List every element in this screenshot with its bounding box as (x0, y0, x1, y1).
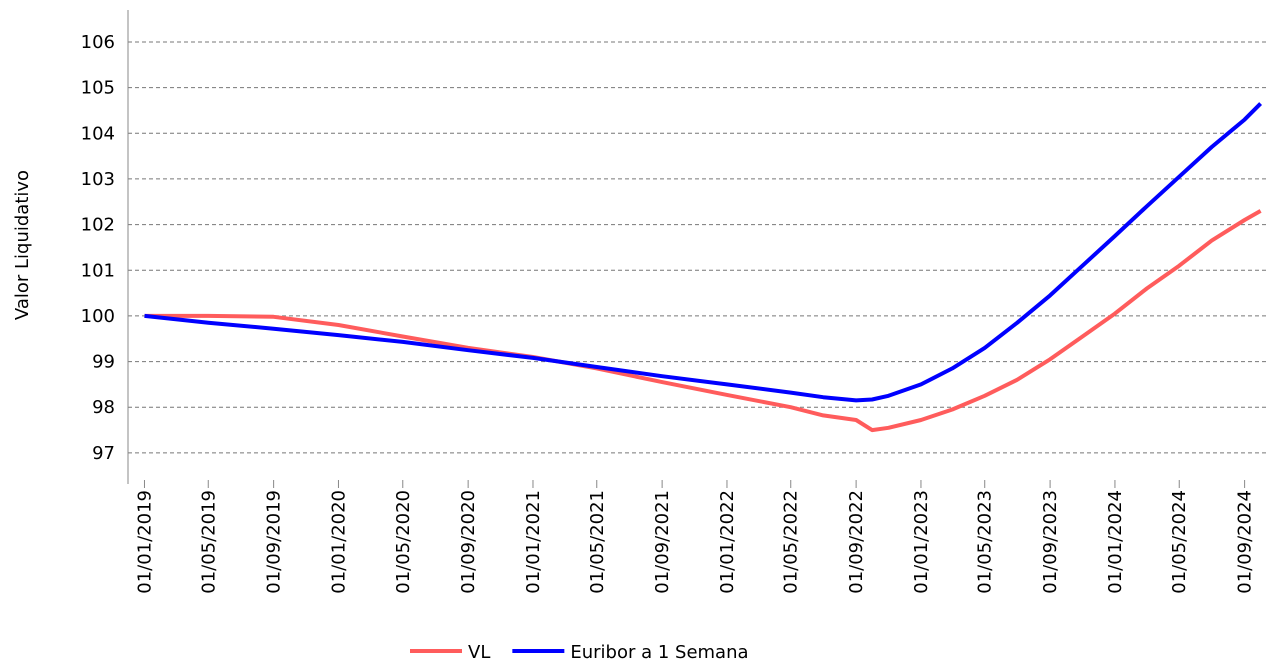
y-tick-label: 103 (81, 169, 115, 190)
x-tick-label: 01/09/2022 (846, 490, 867, 594)
y-tick-label: 106 (81, 32, 115, 53)
x-tick-label: 01/01/2024 (1105, 490, 1126, 594)
x-tick-label: 01/01/2022 (717, 490, 738, 594)
x-tick-label: 01/01/2020 (328, 490, 349, 594)
y-tick-label: 97 (92, 443, 115, 464)
x-tick-label: 01/01/2023 (911, 490, 932, 594)
y-tick-label: 100 (81, 306, 115, 327)
x-tick-label: 01/05/2019 (198, 490, 219, 594)
y-tick-label: 104 (81, 123, 115, 144)
y-tick-label: 102 (81, 215, 115, 236)
x-tick-label: 01/09/2023 (1040, 490, 1061, 594)
y-tick-label: 98 (92, 397, 115, 418)
x-tick-label: 01/05/2022 (781, 490, 802, 594)
x-tick-label: 01/05/2024 (1169, 490, 1190, 594)
x-tick-label: 01/05/2023 (975, 490, 996, 594)
x-tick-label: 01/01/2019 (134, 490, 155, 594)
y-tick-label: 99 (92, 352, 115, 373)
x-tick-label: 01/09/2021 (652, 490, 673, 594)
legend-label: Euribor a 1 Semana (570, 642, 748, 662)
x-tick-label: 01/09/2019 (264, 490, 285, 594)
y-tick-label: 101 (81, 260, 115, 281)
x-tick-label: 01/09/2020 (458, 490, 479, 594)
legend-label: VL (468, 642, 490, 662)
series-line (144, 102, 1263, 403)
x-tick-label: 01/05/2021 (587, 490, 608, 594)
y-axis-label: Valor Liquidativo (12, 170, 33, 320)
series-line (144, 209, 1262, 433)
y-tick-label: 105 (81, 78, 115, 99)
x-tick-label: 01/09/2024 (1235, 490, 1256, 594)
x-tick-label: 01/01/2021 (523, 490, 544, 594)
x-tick-label: 01/05/2020 (393, 490, 414, 594)
